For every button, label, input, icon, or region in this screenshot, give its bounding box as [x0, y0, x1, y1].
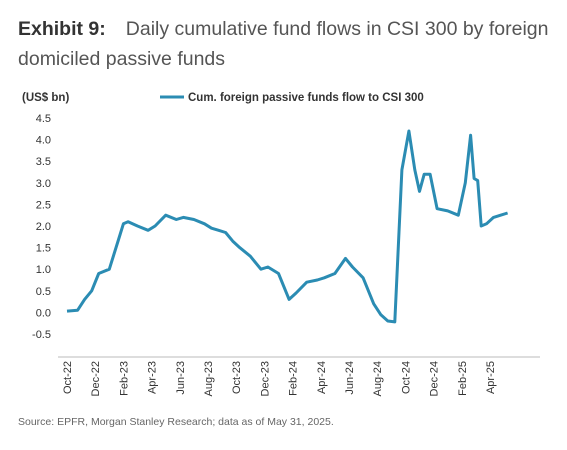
exhibit-label: Exhibit 9:: [18, 18, 106, 40]
x-tick-label: Feb-25: [457, 361, 469, 396]
x-tick-label: Apr-24: [316, 361, 328, 394]
x-tick-label: Jun-24: [344, 361, 356, 395]
y-tick-label: 1.0: [36, 264, 51, 276]
exhibit-title: Exhibit 9: Daily cumulative fund flows in…: [18, 14, 558, 74]
x-tick-label: Apr-25: [485, 361, 497, 394]
series-line-cum-foreign-passive-flow: [66, 129, 509, 324]
y-tick-label: 4.5: [36, 113, 51, 125]
y-tick-label: 4.0: [36, 135, 51, 147]
x-tick-label: Apr-23: [147, 361, 159, 394]
x-tick-label: Jun-23: [175, 361, 187, 395]
y-tick-label: 0.0: [36, 307, 51, 319]
x-tick-label: Oct-23: [231, 361, 243, 394]
title-text: Daily cumulative fund flows in CSI 300 b…: [18, 18, 549, 70]
x-tick-label: Dec-24: [429, 361, 441, 396]
legend-label: Cum. foreign passive funds flow to CSI 3…: [188, 92, 424, 104]
source-note: Source: EPFR, Morgan Stanley Research; d…: [18, 416, 334, 428]
x-tick-label: Oct-22: [62, 361, 74, 394]
x-tick-label: Dec-22: [90, 361, 102, 396]
y-tick-label: 1.5: [36, 243, 51, 255]
x-tick-label: Feb-23: [118, 361, 130, 396]
x-tick-label: Aug-24: [372, 361, 384, 396]
legend: Cum. foreign passive funds flow to CSI 3…: [160, 92, 424, 104]
y-tick-label: -0.5: [32, 329, 51, 341]
y-axis-label: (US$ bn): [22, 92, 69, 104]
y-tick-label: 2.0: [36, 221, 51, 233]
x-tick-label: Dec-23: [259, 361, 271, 396]
y-tick-label: 3.0: [36, 178, 51, 190]
y-tick-label: 0.5: [36, 286, 51, 298]
x-tick-label: Aug-23: [203, 361, 215, 396]
y-tick-label: 2.5: [36, 199, 51, 211]
x-tick-label: Feb-24: [288, 361, 300, 396]
y-tick-label: 3.5: [36, 156, 51, 168]
x-tick-label: Oct-24: [400, 361, 412, 394]
